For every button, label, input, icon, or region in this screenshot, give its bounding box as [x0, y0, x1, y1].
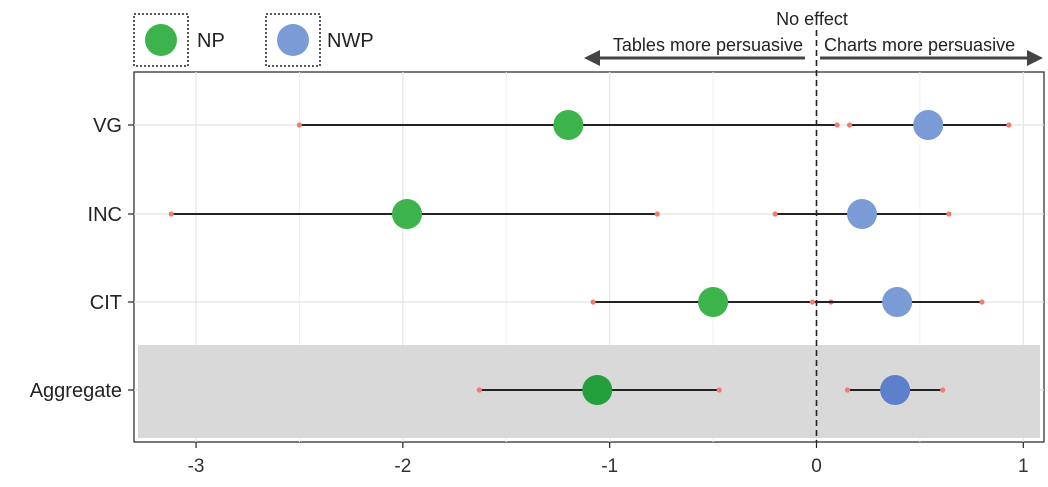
x-tick-label: 0: [811, 456, 822, 477]
category-label-inc: INC: [88, 204, 122, 226]
nwp-cit-point: [882, 287, 913, 317]
np-inc-point: [392, 199, 422, 229]
np-aggregate-high-cap: [716, 387, 722, 393]
np-aggregate-point: [582, 375, 613, 405]
nwp-vg-high-cap: [1006, 122, 1012, 128]
arrow-right: [820, 50, 1043, 66]
legend-key-nwp-dot: [277, 24, 309, 56]
np-inc-high-cap: [654, 211, 660, 217]
np-vg-low-cap: [296, 122, 303, 128]
nwp-vg-point: [913, 110, 944, 140]
legend: NP NWP: [133, 13, 374, 67]
category-label-vg: VG: [93, 115, 122, 137]
np-inc-low-cap: [168, 211, 174, 217]
nwp-aggregate-point: [880, 375, 911, 405]
x-tick-label: 1: [1018, 456, 1029, 477]
np-vg-high-cap: [834, 122, 840, 128]
no-effect-label: No effect: [776, 9, 848, 29]
marks: [168, 110, 1012, 405]
nwp-vg-low-cap: [846, 122, 853, 128]
axes: VG INC CIT Aggregate -3 -2 -1 0 1: [30, 115, 1029, 477]
charts-annotation: Charts more persuasive: [824, 35, 1015, 55]
nwp-aggregate-high-cap: [940, 387, 946, 393]
np-cit-point: [698, 287, 729, 317]
tables-annotation: Tables more persuasive: [613, 35, 803, 55]
legend-label-nwp: NWP: [327, 30, 374, 52]
np-aggregate-low-cap: [476, 387, 482, 393]
legend-label-np: NP: [197, 30, 225, 52]
np-cit-low-cap: [590, 299, 596, 305]
nwp-aggregate-low-cap: [844, 387, 851, 393]
nwp-inc-low-cap: [772, 211, 778, 217]
nwp-cit-low-cap: [809, 299, 815, 305]
nwp-cit-high-cap: [979, 299, 985, 305]
x-tick-label: -2: [394, 456, 411, 477]
annotations: No effect Tables more persuasive Charts …: [584, 9, 1043, 66]
arrow-left: [584, 50, 805, 66]
category-label-cit: CIT: [90, 292, 122, 314]
np-vg-point: [553, 110, 584, 140]
legend-key-np-dot: [145, 24, 177, 56]
nwp-inc-point: [847, 199, 877, 229]
category-label-aggregate: Aggregate: [30, 380, 122, 402]
nwp-inc-high-cap: [946, 211, 952, 217]
x-tick-label: -1: [601, 456, 618, 477]
x-tick-label: -3: [188, 456, 205, 477]
